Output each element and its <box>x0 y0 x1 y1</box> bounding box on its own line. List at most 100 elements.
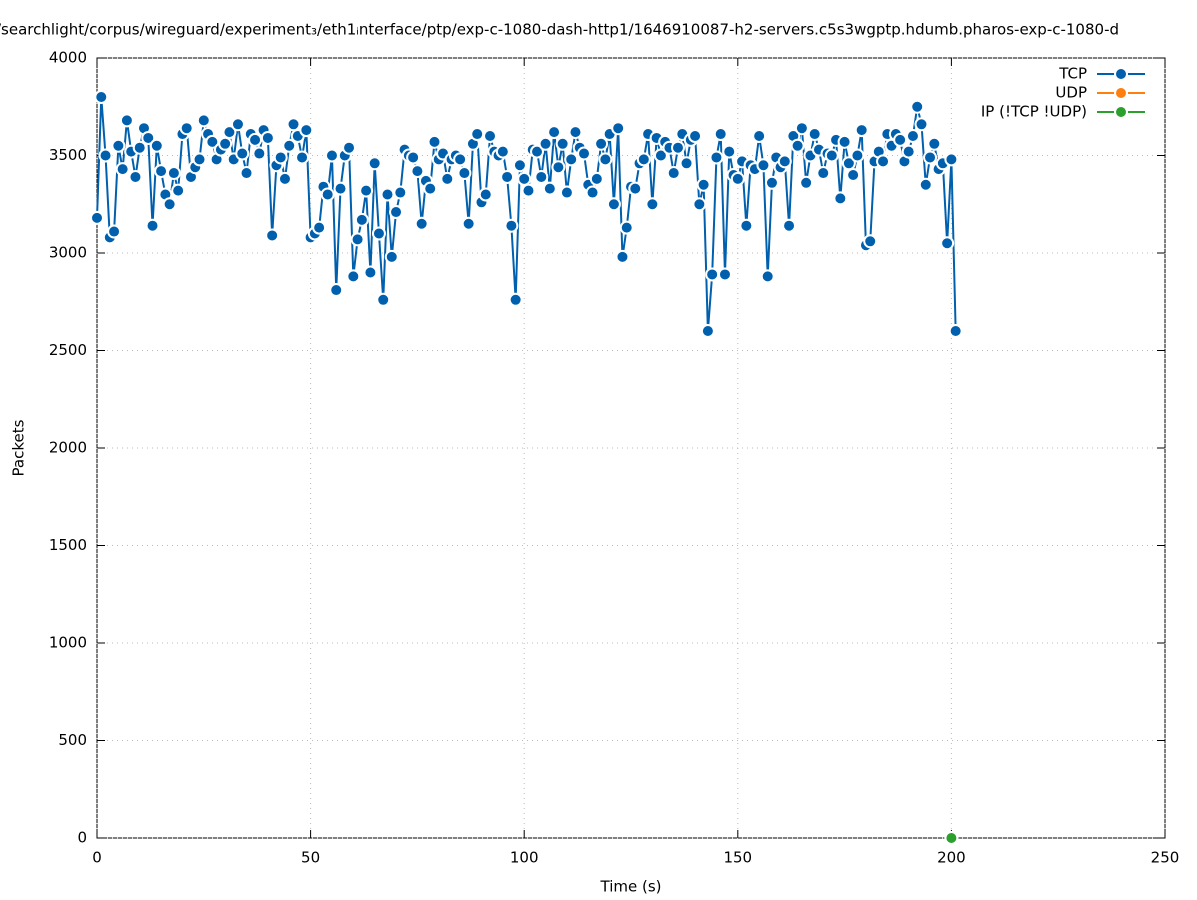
y-tick-label: 3000 <box>49 244 87 262</box>
data-point <box>611 121 626 136</box>
data-point <box>816 166 831 181</box>
data-point <box>534 169 549 184</box>
data-point <box>547 125 562 140</box>
data-point <box>478 187 493 202</box>
data-point <box>944 831 959 845</box>
data-point <box>423 181 438 196</box>
data-point <box>760 269 775 284</box>
data-point <box>645 197 660 212</box>
legend-label: IP (!TCP !UDP) <box>981 103 1087 121</box>
data-point <box>333 181 348 196</box>
data-point <box>218 136 233 151</box>
data-point <box>282 138 297 153</box>
data-point <box>299 123 314 138</box>
data-point <box>700 324 715 338</box>
data-point <box>568 125 583 140</box>
data-point <box>709 150 724 165</box>
y-tick-label: 3500 <box>49 146 87 164</box>
data-point <box>837 134 852 149</box>
data-point <box>222 125 237 140</box>
data-point <box>559 185 574 200</box>
data-point <box>854 123 869 138</box>
data-point <box>384 249 399 264</box>
data-point <box>312 220 327 235</box>
data-point <box>876 154 891 169</box>
data-point <box>346 269 361 284</box>
data-point <box>944 152 959 167</box>
data-point <box>295 150 310 165</box>
data-point <box>371 226 386 241</box>
data-point <box>705 267 720 282</box>
data-point <box>918 177 933 192</box>
data-point <box>107 224 122 239</box>
data-point <box>350 232 365 247</box>
data-point <box>717 267 732 282</box>
data-point <box>551 160 566 175</box>
data-point <box>679 156 694 171</box>
x-tick-label: 100 <box>510 849 539 867</box>
y-tick-label: 0 <box>77 829 87 847</box>
data-point <box>239 166 254 181</box>
data-point <box>577 146 592 161</box>
data-point <box>128 169 143 184</box>
data-point <box>252 146 267 161</box>
data-point <box>440 171 455 186</box>
data-point <box>115 162 130 177</box>
data-point <box>359 183 374 198</box>
data-point <box>824 148 839 163</box>
data-point <box>132 140 147 155</box>
data-point <box>764 175 779 190</box>
data-point <box>235 146 250 161</box>
data-point <box>713 127 728 142</box>
y-axis-label: Packets <box>10 419 28 476</box>
y-tick-label: 1000 <box>49 634 87 652</box>
data-point <box>833 191 848 206</box>
data-point <box>512 158 527 173</box>
x-tick-label: 250 <box>1151 849 1180 867</box>
y-tick-label: 4000 <box>49 49 87 67</box>
data-point <box>636 152 651 167</box>
data-point <box>756 158 771 173</box>
data-point <box>260 130 275 145</box>
data-point <box>389 205 404 220</box>
data-point <box>205 134 220 149</box>
data-point <box>162 197 177 212</box>
data-point <box>653 148 668 163</box>
data-point <box>777 154 792 169</box>
data-point <box>457 166 472 181</box>
data-point <box>538 136 553 151</box>
data-point <box>555 136 570 151</box>
data-point <box>521 183 536 198</box>
data-point <box>141 130 156 145</box>
legend-label: TCP <box>1058 65 1087 83</box>
data-point <box>619 220 634 235</box>
data-point <box>111 138 126 153</box>
data-point <box>589 171 604 186</box>
data-point <box>692 197 707 212</box>
data-point <box>286 117 301 132</box>
data-point <box>154 164 169 179</box>
data-point <box>495 144 510 159</box>
data-point <box>90 210 104 225</box>
data-point <box>500 169 515 184</box>
x-tick-label: 150 <box>723 849 752 867</box>
data-point <box>94 90 109 104</box>
data-point <box>846 168 861 182</box>
data-point <box>265 228 280 243</box>
data-point <box>329 283 344 298</box>
data-point <box>149 138 164 153</box>
data-point <box>722 144 737 159</box>
legend-label: UDP <box>1055 84 1087 102</box>
data-point <box>320 187 335 202</box>
legend-marker <box>1114 67 1128 81</box>
data-point <box>414 216 429 231</box>
data-point <box>564 152 579 167</box>
data-point <box>354 212 369 227</box>
data-point <box>273 150 288 165</box>
data-point <box>453 152 468 167</box>
data-point <box>145 218 160 233</box>
data-point <box>739 218 754 233</box>
data-point <box>782 218 797 233</box>
data-point <box>461 216 476 231</box>
legend-marker <box>1114 86 1128 100</box>
